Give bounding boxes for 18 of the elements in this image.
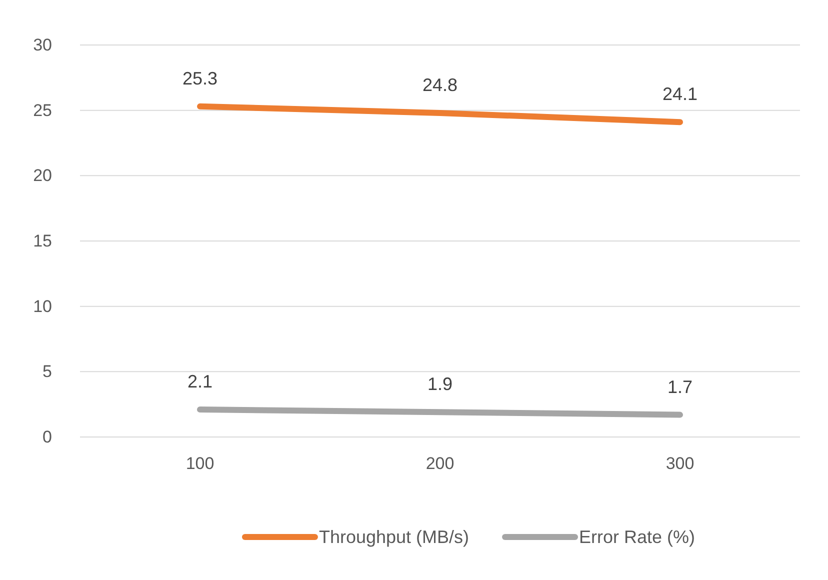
y-tick-label: 10: [33, 296, 52, 316]
data-label: 24.1: [662, 84, 698, 104]
data-label: 25.3: [182, 68, 218, 88]
x-tick-label: 100: [186, 454, 214, 474]
y-tick-label: 0: [42, 427, 52, 446]
data-label: 1.7: [667, 376, 693, 397]
data-label: 2.1: [187, 372, 213, 392]
y-tick-label: 15: [33, 231, 52, 250]
x-tick-label: 200: [426, 454, 454, 474]
x-tick-label: 300: [666, 454, 694, 474]
data-label: 24.8: [422, 74, 458, 95]
data-label: 1.9: [427, 374, 453, 394]
legend-label: Error Rate (%): [579, 527, 696, 547]
y-tick-label: 5: [42, 362, 52, 382]
y-tick-label: 20: [33, 166, 52, 186]
legend-label: Throughput (MB/s): [318, 527, 470, 547]
y-tick-label: 25: [33, 100, 52, 120]
y-tick-label: 30: [33, 35, 52, 54]
